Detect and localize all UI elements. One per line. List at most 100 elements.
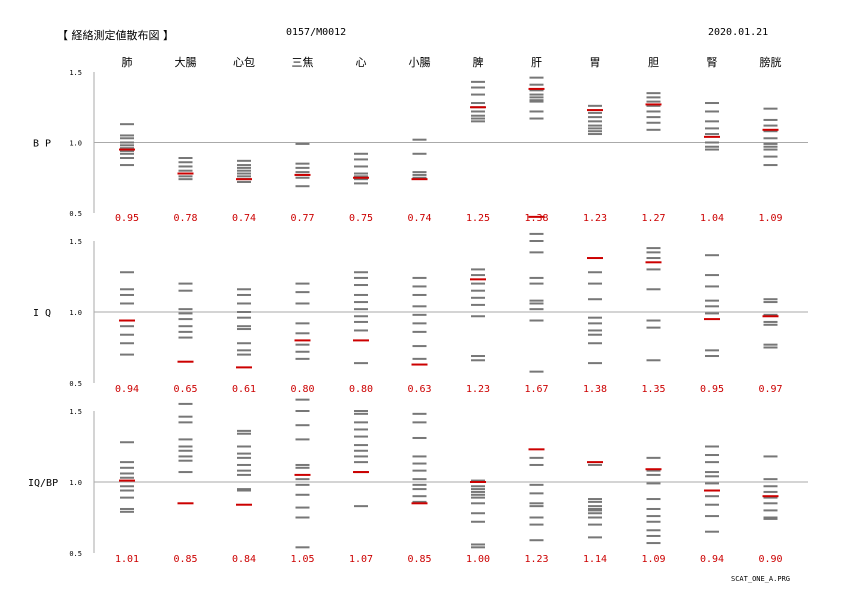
history-mark	[471, 485, 485, 488]
value-label: 1.09	[641, 554, 665, 565]
history-mark	[529, 302, 544, 305]
history-mark	[120, 485, 134, 488]
value-label: 0.78	[173, 213, 197, 224]
history-mark	[412, 357, 427, 360]
history-mark	[237, 325, 251, 328]
history-mark	[763, 490, 778, 493]
history-mark	[354, 421, 368, 424]
history-mark	[705, 515, 719, 518]
history-mark	[646, 456, 661, 459]
history-mark	[646, 110, 661, 113]
history-mark	[529, 282, 544, 285]
history-mark	[763, 516, 778, 519]
history-mark	[529, 319, 544, 322]
history-mark	[178, 449, 193, 452]
current-value-mark	[411, 502, 428, 505]
current-value-mark	[762, 495, 779, 498]
record-id: 0157/M0012	[286, 27, 347, 38]
history-mark	[178, 161, 193, 164]
history-mark	[588, 133, 602, 136]
current-value-mark	[645, 261, 662, 264]
current-value-mark	[119, 479, 135, 482]
history-mark	[529, 83, 544, 86]
history-mark	[763, 343, 778, 346]
history-mark	[295, 357, 310, 360]
history-mark	[412, 276, 427, 279]
history-mark	[120, 302, 134, 305]
history-mark	[120, 466, 134, 469]
history-mark	[120, 496, 134, 499]
history-mark	[178, 330, 193, 333]
history-mark	[237, 473, 251, 476]
history-mark	[588, 111, 602, 114]
history-mark	[295, 162, 310, 165]
history-mark	[588, 127, 602, 130]
history-mark	[763, 142, 778, 145]
history-mark	[529, 505, 544, 508]
history-mark	[588, 509, 602, 512]
history-mark	[354, 293, 368, 296]
history-mark	[237, 293, 251, 296]
history-mark	[471, 479, 485, 482]
history-mark	[705, 148, 719, 151]
history-mark	[412, 293, 427, 296]
history-mark	[763, 124, 778, 127]
value-label: 0.74	[407, 213, 431, 224]
history-mark	[588, 463, 602, 466]
y-tick-label: 1.0	[69, 140, 82, 148]
history-mark	[412, 345, 427, 348]
history-mark	[588, 362, 602, 365]
history-mark	[120, 510, 134, 513]
history-mark	[354, 410, 368, 412]
current-value-mark	[470, 278, 486, 281]
history-mark	[529, 463, 544, 466]
history-mark	[763, 298, 778, 301]
row-label-2: I Q	[33, 308, 51, 319]
history-mark	[237, 180, 251, 183]
history-mark	[412, 462, 427, 465]
history-mark	[646, 116, 661, 119]
history-mark	[471, 315, 485, 318]
history-mark	[237, 456, 251, 459]
current-value-mark	[236, 178, 252, 181]
history-mark	[705, 305, 719, 308]
history-mark	[471, 289, 485, 292]
history-mark	[646, 498, 661, 501]
y-tick-label: 1.5	[69, 69, 82, 77]
current-value-mark	[645, 103, 662, 106]
history-mark	[295, 142, 310, 145]
history-mark	[763, 320, 778, 323]
history-mark	[295, 282, 310, 285]
value-label: 0.85	[407, 554, 431, 565]
history-mark	[529, 240, 544, 242]
history-mark	[763, 118, 778, 121]
history-mark	[354, 276, 368, 279]
value-label: 0.90	[758, 554, 782, 565]
history-mark	[412, 455, 427, 458]
history-mark	[412, 412, 427, 415]
category-label-10: 胆	[648, 56, 659, 69]
history-mark	[588, 507, 602, 510]
current-value-mark	[470, 106, 486, 109]
history-mark	[120, 441, 134, 444]
history-mark	[295, 516, 310, 519]
history-mark	[471, 102, 485, 105]
history-mark	[646, 104, 661, 107]
history-mark	[763, 323, 778, 326]
history-mark	[178, 438, 193, 441]
history-mark	[763, 346, 778, 349]
history-mark	[705, 133, 719, 136]
history-mark	[705, 355, 719, 358]
history-mark	[529, 492, 544, 495]
history-mark	[354, 178, 368, 181]
history-mark	[646, 326, 661, 329]
history-mark	[705, 454, 719, 457]
history-mark	[237, 159, 251, 162]
history-mark	[471, 268, 485, 271]
history-mark	[178, 325, 193, 328]
current-value-mark	[236, 366, 252, 369]
history-mark	[120, 325, 134, 328]
history-mark	[354, 329, 368, 332]
value-label: 0.61	[232, 384, 256, 395]
history-mark	[763, 517, 778, 520]
